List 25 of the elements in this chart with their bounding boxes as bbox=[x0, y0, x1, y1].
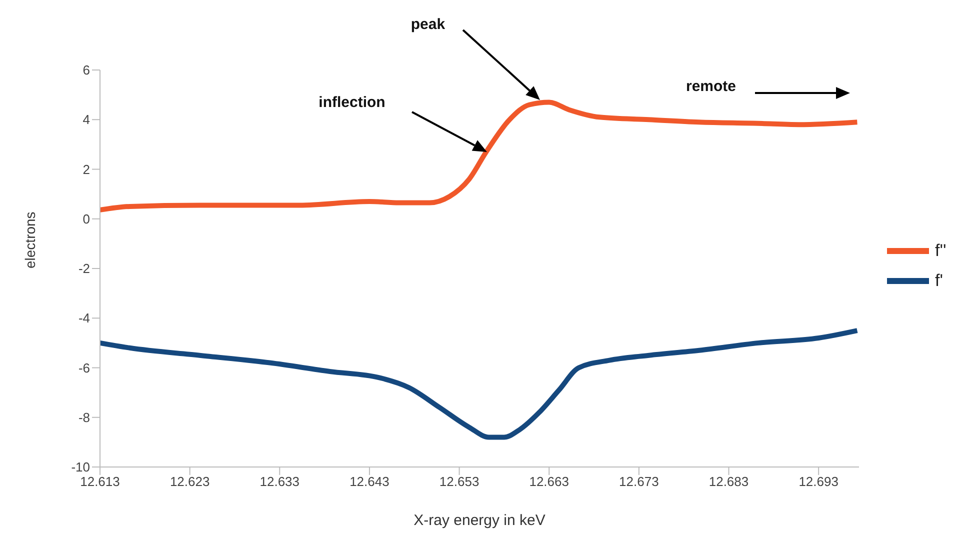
y-tick-label: 2 bbox=[82, 162, 90, 177]
x-tick-label: 12.613 bbox=[80, 474, 120, 490]
y-tick-label: 4 bbox=[82, 112, 90, 128]
x-tick-label: 12.693 bbox=[798, 474, 838, 490]
y-tick-label: -6 bbox=[78, 360, 90, 376]
y-tick-label: 6 bbox=[82, 62, 90, 78]
x-tick-label: 12.683 bbox=[708, 474, 749, 490]
y-axis-title: electrons bbox=[22, 212, 38, 268]
x-tick-label: 12.643 bbox=[350, 474, 390, 490]
x-tick-label: 12.623 bbox=[170, 474, 210, 490]
annotation: inflection bbox=[318, 94, 386, 111]
x-tick-label: 12.663 bbox=[529, 474, 569, 490]
x-tick-label: 12.653 bbox=[439, 474, 480, 490]
x-tick-label: 12.673 bbox=[619, 474, 659, 490]
y-tick-label: -8 bbox=[78, 410, 90, 425]
text: peak bbox=[410, 16, 446, 33]
x-axis-title: X-ray energy in keV bbox=[414, 512, 546, 529]
annotation: remote bbox=[686, 78, 736, 95]
y-tick-label: -10 bbox=[71, 460, 90, 475]
legend-label: f' bbox=[935, 271, 943, 291]
y-tick-label: 0 bbox=[82, 211, 90, 226]
x-tick-label: 12.633 bbox=[260, 474, 300, 490]
y-tick-label: -2 bbox=[78, 261, 90, 276]
legend-label: f'' bbox=[935, 241, 946, 261]
y-tick-label: -4 bbox=[78, 310, 90, 326]
